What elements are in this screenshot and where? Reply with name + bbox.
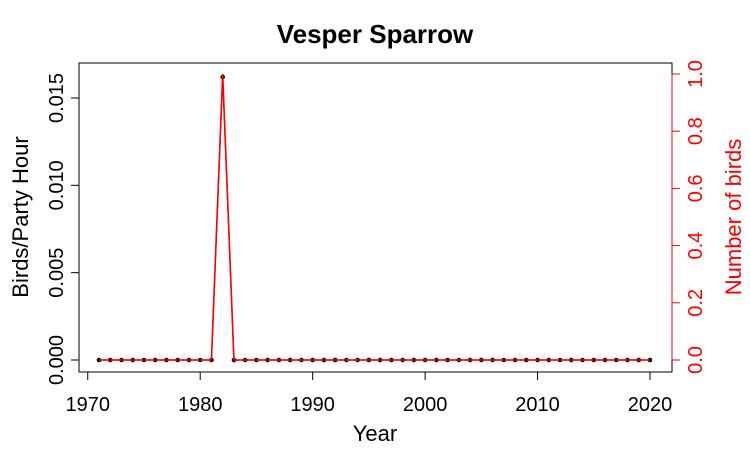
series-line-number-of-birds (99, 73, 650, 361)
y-tick-label: 0.005 (46, 248, 68, 298)
y2-tick-label: 0.2 (685, 289, 707, 317)
x-tick-label: 2020 (628, 394, 673, 416)
y-axis: 0.000 0.005 0.010 0.015 (46, 73, 80, 385)
x-axis: 1970 1980 1990 2000 2010 2020 (66, 371, 673, 416)
y-tick-label: 0.000 (46, 335, 68, 385)
y2-tick-label: 0.8 (685, 117, 707, 145)
series-layer (96, 73, 653, 363)
y-tick-label: 0.015 (46, 73, 68, 123)
y2-tick-label: 0.0 (685, 346, 707, 374)
y2-axis-title: Number of birds (721, 139, 746, 296)
x-tick-label: 1980 (178, 394, 223, 416)
y2-tick-label: 0.6 (685, 174, 707, 202)
y-tick-label: 0.010 (46, 160, 68, 210)
chart-title: Vesper Sparrow (277, 19, 474, 49)
x-tick-label: 2000 (403, 394, 448, 416)
x-tick-label: 1990 (290, 394, 335, 416)
x-tick-label: 1970 (66, 394, 111, 416)
x-axis-title: Year (353, 421, 397, 446)
y-axis-title: Birds/Party Hour (8, 136, 33, 297)
y2-tick-label: 0.4 (685, 232, 707, 260)
plot-frame (78, 62, 673, 373)
y2-tick-label: 1.0 (685, 60, 707, 88)
series-line-birds-per-party-hour (99, 77, 650, 361)
y2-axis: 0.0 0.2 0.4 0.6 0.8 1.0 (671, 60, 707, 374)
x-tick-label: 2010 (515, 394, 560, 416)
